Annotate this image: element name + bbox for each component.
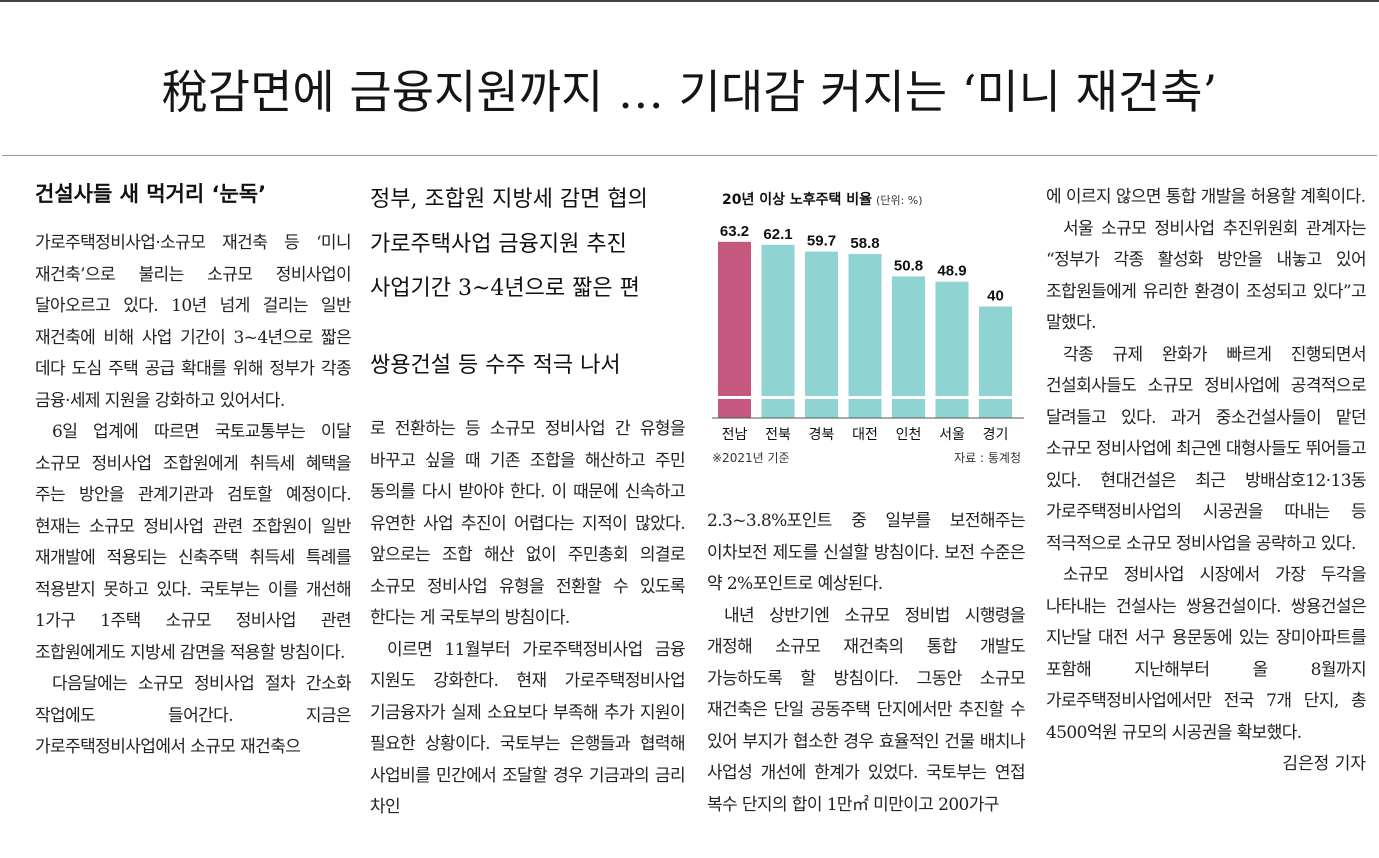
bar-axis-break — [892, 396, 925, 399]
bar-axis-break — [805, 396, 838, 399]
category-label: 서울 — [939, 427, 965, 443]
article-column-3: 2.3~3.8%포인트 중 일부를 보전해주는 이차보전 제도를 신설할 방침이… — [707, 506, 1025, 846]
byline: 김은정 기자 — [1282, 754, 1366, 774]
paragraph: 서울 소규모 정비사업 추진위원회 관계자는 “정부가 각종 활성화 방안을 내… — [1046, 218, 1366, 334]
deck-line-3: 사업기간 3~4년으로 짧은 편 — [370, 276, 640, 301]
chart-plot: 63.2 전남 62.1 전북 59.7 경북 58.8 대전 50.8 인천 48.9 서울 40 경기 — [712, 223, 1024, 443]
paragraph: 2.3~3.8%포인트 중 일부를 보전해주는 이차보전 제도를 신설할 방침이… — [707, 511, 1025, 594]
category-label: 대전 — [852, 427, 878, 443]
paragraph: 내년 상반기엔 소규모 정비법 시행령을 개정해 소규모 재건축의 통합 개발도… — [707, 605, 1025, 815]
article-column-1: 가로주택정비사업·소규모 재건축 등 ‘미니 재건축’으로 불리는 소규모 정비… — [35, 228, 351, 848]
deck-line-4: 쌍용건설 등 수주 적극 나서 — [370, 352, 621, 378]
value-label: 62.1 — [763, 226, 792, 243]
paragraph: 가로주택정비사업·소규모 재건축 등 ‘미니 재건축’으로 불리는 소규모 정비… — [35, 233, 351, 411]
category-label: 경북 — [809, 427, 835, 443]
category-label: 인천 — [896, 427, 922, 443]
bar-axis-break — [718, 396, 751, 399]
category-label: 전남 — [722, 427, 748, 443]
bar-chart: 20년 이상 노후주택 비율 (단위: %) 63.2 전남 62.1 전북 59.7 경북… — [706, 182, 1031, 472]
paragraph-text: 소규모 정비사업 시장에서 가장 두각을 나타내는 건설사는 쌍용건설이다. 쌍… — [1046, 565, 1366, 743]
bar-전남 — [718, 241, 751, 418]
bar-인천 — [892, 276, 925, 418]
chart-title: 20년 이상 노후주택 비율 — [722, 192, 873, 208]
value-label: 40 — [987, 287, 1004, 304]
article-column-2: 로 전환하는 등 소규모 정비사업 간 유형을 바꾸고 싶을 때 기존 조합을 … — [370, 414, 685, 844]
deck-line-1: 정부, 조합원 지방세 감면 협의 — [370, 187, 648, 212]
paragraph: 6일 업계에 따르면 국토교통부는 이달 소규모 정비사업 조합원에게 취득세 … — [35, 422, 351, 663]
chart-note: ※2021년 기준 — [712, 451, 790, 465]
chart-unit: (단위: %) — [876, 194, 923, 207]
deck-line-2: 가로주택사업 금융지원 추진 — [370, 231, 627, 257]
bar-대전 — [848, 254, 882, 418]
value-label: 50.8 — [894, 257, 923, 274]
bar-axis-break — [979, 396, 1012, 399]
value-label: 63.2 — [720, 223, 749, 240]
category-label: 경기 — [983, 427, 1009, 443]
deck: 정부, 조합원 지방세 감면 협의 가로주택사업 금융지원 추진 사업기간 3~… — [370, 178, 690, 388]
chart-title-block: 20년 이상 노후주택 비율 (단위: %) — [722, 189, 923, 209]
bar-axis-break — [848, 396, 882, 399]
paragraph: 각종 규제 완화가 빠르게 진행되면서 건설회사들도 소규모 정비사업에 공격적… — [1046, 344, 1366, 554]
category-label: 전북 — [765, 427, 791, 443]
paragraph: 에 이르지 않으면 통합 개발을 허용할 계획이다. — [1046, 187, 1366, 207]
bar-axis-break — [761, 396, 795, 399]
bar-서울 — [935, 281, 969, 418]
value-label: 59.7 — [807, 233, 836, 250]
value-label: 48.9 — [937, 263, 966, 280]
paragraph: 다음달에는 소규모 정비사업 절차 간소화 작업에도 들어간다. 지금은 가로주… — [35, 674, 351, 757]
paragraph: 로 전환하는 등 소규모 정비사업 간 유형을 바꾸고 싶을 때 기존 조합을 … — [370, 419, 685, 628]
bar-axis-break — [935, 396, 969, 399]
bar-전북 — [761, 244, 795, 418]
chart-source: 자료 : 통계청 — [954, 451, 1021, 465]
value-label: 58.8 — [850, 235, 879, 252]
top-border — [0, 0, 1379, 2]
deck-gap — [370, 312, 690, 344]
paragraph: 소규모 정비사업 시장에서 가장 두각을 나타내는 건설사는 쌍용건설이다. 쌍… — [1046, 560, 1366, 774]
headline-rule — [2, 155, 1377, 156]
headline: 稅감면에 금융지원까지 … 기대감 커지는 ‘미니 재건축’ — [161, 65, 1218, 119]
bar-경북 — [805, 251, 838, 418]
left-subheading: 건설사들 새 먹거리 ‘눈독’ — [35, 182, 267, 206]
bar-경기 — [979, 306, 1012, 418]
paragraph: 이르면 11월부터 가로주택정비사업 금융 지원도 강화한다. 현재 가로주택정… — [370, 639, 685, 818]
article-column-4: 에 이르지 않으면 통합 개발을 허용할 계획이다. 서울 소규모 정비사업 추… — [1046, 182, 1366, 842]
